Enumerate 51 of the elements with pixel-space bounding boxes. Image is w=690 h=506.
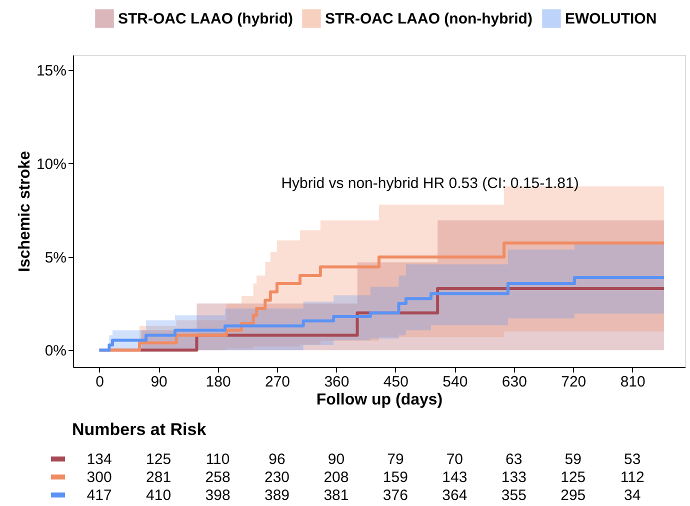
legend-label: EWOLUTION xyxy=(565,10,657,28)
x-tick-label: 0 xyxy=(96,374,104,390)
text: 355 xyxy=(501,487,526,504)
legend-label: STR-OAC LAAO (hybrid) xyxy=(118,10,293,28)
text: 389 xyxy=(264,487,290,504)
y-axis-title: Ischemic stroke xyxy=(16,150,34,272)
text: 59 xyxy=(564,451,582,468)
x-tick-label: 810 xyxy=(620,374,646,390)
y-tick-label: 5% xyxy=(44,249,66,266)
text: 70 xyxy=(446,451,464,468)
text: 281 xyxy=(146,469,172,486)
y-tick-label: 0% xyxy=(44,342,66,360)
text: 125 xyxy=(560,469,586,486)
x-tick-label: 270 xyxy=(264,374,290,390)
text: 63 xyxy=(506,451,522,468)
x-tick-label: 630 xyxy=(502,374,527,390)
x-tick-label: 360 xyxy=(324,374,350,390)
text: 112 xyxy=(620,469,644,486)
y-tick-label: 15% xyxy=(36,62,66,80)
text: 381 xyxy=(324,487,349,504)
text: 125 xyxy=(146,451,172,468)
text: 208 xyxy=(324,469,349,486)
legend-label: STR-OAC LAAO (non-hybrid) xyxy=(325,10,532,28)
text: 90 xyxy=(328,451,345,468)
text: 159 xyxy=(382,469,408,486)
text: 364 xyxy=(442,487,468,504)
annotation: Hybrid vs non-hybrid HR 0.53 (CI: 0.15-1.81) xyxy=(281,175,579,192)
text: 410 xyxy=(146,487,172,504)
x-axis-title: Follow up (days) xyxy=(316,392,443,408)
text: 300 xyxy=(86,469,112,486)
x-tick-label: 180 xyxy=(206,374,231,390)
x-tick-label: 450 xyxy=(383,374,408,390)
text: Numbers at Risk xyxy=(72,420,207,439)
x-tick-label: 540 xyxy=(442,374,468,390)
text: 133 xyxy=(501,469,526,486)
text: 79 xyxy=(387,451,404,468)
y-tick-label: 10% xyxy=(36,156,66,173)
text: 398 xyxy=(205,487,230,504)
text: 295 xyxy=(560,487,586,504)
text: 376 xyxy=(382,487,408,504)
text: 96 xyxy=(268,451,286,468)
text: 134 xyxy=(86,451,112,468)
text: 258 xyxy=(205,469,230,486)
x-tick-label: 720 xyxy=(561,374,586,390)
x-tick-label: 90 xyxy=(150,374,168,390)
text: 143 xyxy=(442,469,468,486)
text: 110 xyxy=(206,451,230,468)
text: 417 xyxy=(86,487,112,504)
text: 34 xyxy=(624,487,641,504)
text: 53 xyxy=(624,451,641,468)
text: 230 xyxy=(264,469,290,486)
